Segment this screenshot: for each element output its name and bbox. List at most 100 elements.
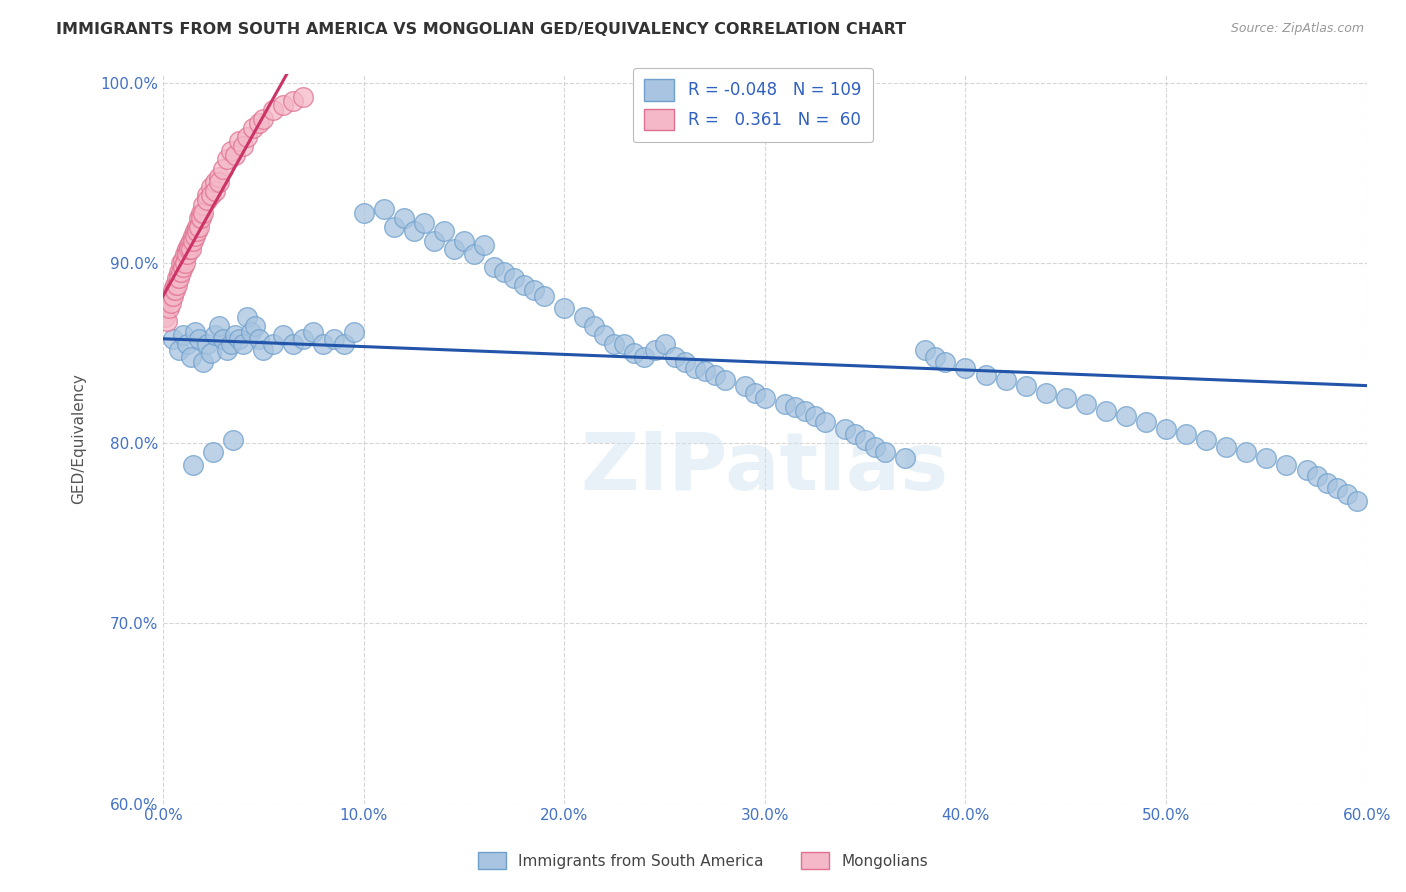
Point <box>603 337 626 351</box>
Point <box>1175 427 1198 442</box>
Point <box>773 397 796 411</box>
Point <box>166 277 188 292</box>
Point <box>224 328 246 343</box>
Point <box>167 343 190 357</box>
Point <box>1135 415 1157 429</box>
Point <box>170 256 193 270</box>
Point <box>703 368 725 382</box>
Point <box>283 337 305 351</box>
Point <box>228 332 250 346</box>
Point <box>245 319 267 334</box>
Point <box>184 224 207 238</box>
Point <box>1035 385 1057 400</box>
Point <box>292 90 315 104</box>
Point <box>312 337 335 351</box>
Point <box>322 332 344 346</box>
Point <box>170 265 193 279</box>
Point <box>157 292 180 306</box>
Point <box>482 260 505 274</box>
Point <box>713 373 735 387</box>
Point <box>894 450 917 465</box>
Point <box>683 360 706 375</box>
Point <box>472 238 495 252</box>
Point <box>804 409 827 424</box>
Text: IMMIGRANTS FROM SOUTH AMERICA VS MONGOLIAN GED/EQUIVALENCY CORRELATION CHART: IMMIGRANTS FROM SOUTH AMERICA VS MONGOLI… <box>56 22 907 37</box>
Point <box>190 205 212 219</box>
Point <box>283 94 305 108</box>
Point <box>644 343 666 357</box>
Point <box>217 152 239 166</box>
Point <box>181 458 204 472</box>
Point <box>172 252 194 267</box>
Point <box>208 319 231 334</box>
Point <box>166 270 188 285</box>
Y-axis label: GED/Equivalency: GED/Equivalency <box>72 374 86 504</box>
Point <box>184 229 207 244</box>
Point <box>693 364 716 378</box>
Point <box>236 130 259 145</box>
Point <box>212 162 235 177</box>
Point <box>252 343 274 357</box>
Point <box>180 350 202 364</box>
Point <box>188 220 211 235</box>
Point <box>240 325 263 339</box>
Point <box>200 187 222 202</box>
Point <box>423 235 446 249</box>
Point <box>513 277 536 292</box>
Point <box>863 440 886 454</box>
Point <box>204 175 226 189</box>
Point <box>200 180 222 194</box>
Point <box>247 332 270 346</box>
Point <box>1074 397 1097 411</box>
Point <box>177 242 200 256</box>
Point <box>162 283 184 297</box>
Point <box>1336 487 1358 501</box>
Point <box>204 328 226 343</box>
Point <box>247 115 270 129</box>
Point <box>208 175 231 189</box>
Point <box>176 337 198 351</box>
Point <box>443 242 465 256</box>
Point <box>162 288 184 302</box>
Point <box>191 205 214 219</box>
Point <box>1054 391 1077 405</box>
Point <box>174 247 197 261</box>
Point <box>955 360 977 375</box>
Point <box>1115 409 1137 424</box>
Point <box>1295 463 1317 477</box>
Point <box>219 145 242 159</box>
Point <box>633 350 655 364</box>
Point <box>177 238 200 252</box>
Point <box>232 139 254 153</box>
Point <box>176 247 198 261</box>
Point <box>994 373 1017 387</box>
Point <box>232 337 254 351</box>
Point <box>273 328 295 343</box>
Legend: R = -0.048   N = 109, R =   0.361   N =  60: R = -0.048 N = 109, R = 0.361 N = 60 <box>633 68 873 142</box>
Point <box>1154 422 1177 436</box>
Point <box>1234 445 1257 459</box>
Point <box>673 355 696 369</box>
Point <box>974 368 997 382</box>
Point <box>574 310 596 325</box>
Point <box>273 97 295 112</box>
Point <box>172 328 194 343</box>
Point <box>163 277 186 292</box>
Point <box>814 415 837 429</box>
Point <box>217 343 239 357</box>
Point <box>188 332 211 346</box>
Point <box>934 355 956 369</box>
Point <box>200 346 222 360</box>
Point <box>236 310 259 325</box>
Point <box>382 220 405 235</box>
Point <box>180 235 202 249</box>
Point <box>1095 404 1118 418</box>
Point <box>463 247 485 261</box>
Point <box>186 220 208 235</box>
Text: Source: ZipAtlas.com: Source: ZipAtlas.com <box>1230 22 1364 36</box>
Point <box>453 235 475 249</box>
Point <box>292 332 315 346</box>
Point <box>924 350 946 364</box>
Point <box>252 112 274 126</box>
Point <box>180 242 202 256</box>
